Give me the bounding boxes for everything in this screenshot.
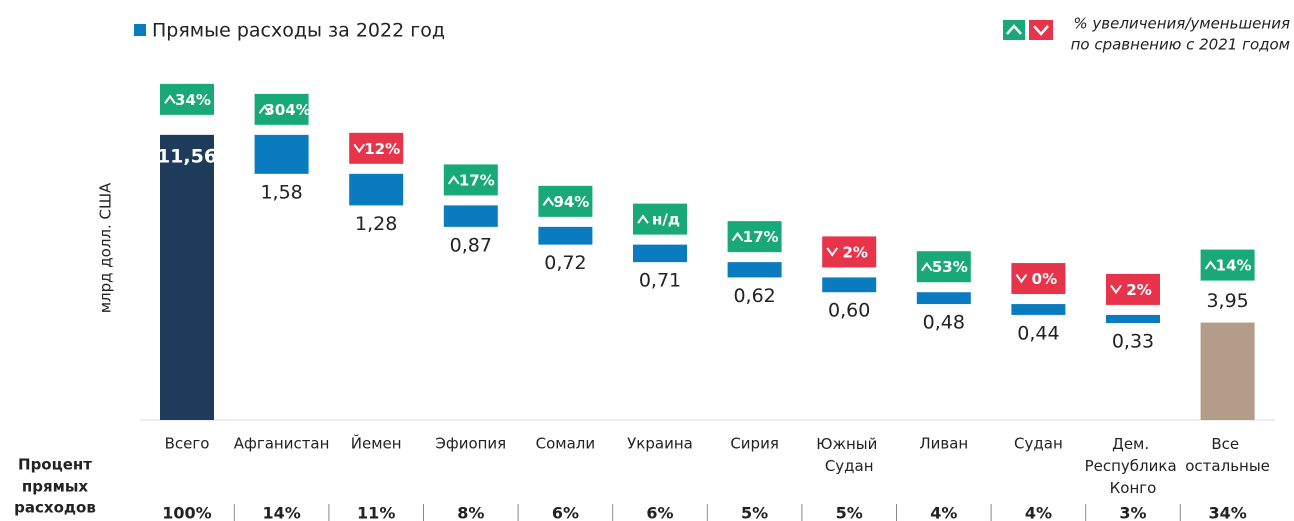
value-label: 0,87	[450, 234, 492, 256]
share-label: 4%	[930, 504, 957, 521]
change-arrow	[447, 175, 460, 185]
change-arrow	[826, 247, 839, 257]
note-line: по сравнению с 2021 годом	[1071, 36, 1290, 54]
share-label: 6%	[552, 504, 579, 521]
value-label: 11,56	[157, 145, 217, 167]
change-arrow	[542, 196, 555, 206]
change-arrow	[353, 143, 366, 154]
change-arrow	[1204, 260, 1217, 270]
x-tick-label: Всего	[165, 435, 210, 453]
change-label: 12%	[364, 140, 400, 158]
change-label: н/д	[652, 211, 680, 229]
bar	[160, 134, 214, 420]
note-down-arrow	[1033, 25, 1049, 36]
change-label: 17%	[743, 228, 779, 246]
share-label: 4%	[1025, 504, 1052, 521]
value-label: 0,33	[1112, 331, 1154, 353]
change-arrow	[1110, 284, 1122, 295]
value-label: 1,28	[355, 213, 397, 235]
bar	[633, 244, 687, 263]
x-tick-label: Эфиопия	[435, 435, 506, 453]
note-up-arrow	[1006, 24, 1022, 35]
change-label: 34%	[175, 91, 211, 109]
change-label: 94%	[553, 193, 589, 211]
bar	[1200, 322, 1255, 420]
change-label: 0%	[1032, 270, 1057, 288]
value-label: 3,95	[1206, 290, 1248, 312]
x-tick-label: Дем. Республика Конго	[1085, 435, 1182, 497]
x-tick-label: Йемен	[351, 434, 402, 453]
bar	[1106, 314, 1160, 324]
share-label: 34%	[1208, 504, 1246, 521]
row-header: прямых	[22, 478, 89, 496]
row-header: расходов	[14, 499, 96, 517]
bar	[349, 173, 404, 206]
bar	[254, 134, 309, 174]
change-arrow	[1015, 273, 1028, 284]
bar	[1011, 304, 1066, 315]
value-label: 0,72	[544, 252, 586, 274]
value-label: 1,58	[260, 181, 302, 203]
x-tick-label: Сомали	[536, 435, 596, 453]
note-line: % увеличения/уменьшения	[1073, 15, 1290, 33]
share-label: 100%	[162, 504, 211, 521]
bar	[916, 292, 971, 305]
change-label: 2%	[842, 243, 867, 261]
y-axis-label: млрд долл. США	[97, 182, 115, 313]
share-label: 14%	[262, 504, 300, 521]
x-tick-label: Ливан	[919, 435, 968, 453]
share-label: 11%	[357, 504, 395, 521]
bar	[443, 205, 498, 227]
bar	[822, 277, 877, 293]
share-label: 5%	[836, 504, 863, 521]
change-label: 2%	[1126, 281, 1151, 299]
value-label: 0,48	[923, 312, 965, 334]
change-label: 53%	[932, 258, 968, 276]
note-down-icon	[1029, 20, 1053, 40]
change-arrow	[731, 231, 744, 242]
value-label: 0,44	[1017, 322, 1059, 344]
x-tick-label: Афганистан	[234, 435, 330, 453]
share-label: 3%	[1119, 504, 1146, 521]
legend-swatch	[134, 24, 146, 36]
x-tick-label: Сирия	[730, 435, 779, 453]
share-label: 8%	[457, 504, 484, 521]
change-arrow	[637, 214, 649, 224]
change-label: 304%	[264, 101, 310, 119]
share-label: 6%	[646, 504, 673, 521]
x-tick-label: Судан	[1014, 435, 1063, 453]
bar	[727, 262, 782, 278]
value-label: 0,71	[639, 270, 681, 292]
change-arrow	[164, 94, 176, 104]
change-arrow	[258, 104, 271, 114]
x-tick-label: Все остальные	[1185, 435, 1270, 475]
note-up-icon	[1003, 20, 1025, 40]
change-label: 14%	[1216, 257, 1252, 275]
change-label: 17%	[459, 171, 495, 189]
row-header: Процент	[18, 456, 92, 474]
value-label: 0,62	[733, 285, 775, 307]
x-tick-label: Украина	[627, 435, 693, 453]
share-label: 5%	[741, 504, 768, 521]
legend-label: Прямые расходы за 2022 год	[152, 20, 445, 42]
value-label: 0,60	[828, 300, 870, 322]
bar	[538, 226, 593, 245]
change-arrow	[920, 262, 933, 272]
x-tick-label: Южный Судан	[816, 435, 882, 475]
